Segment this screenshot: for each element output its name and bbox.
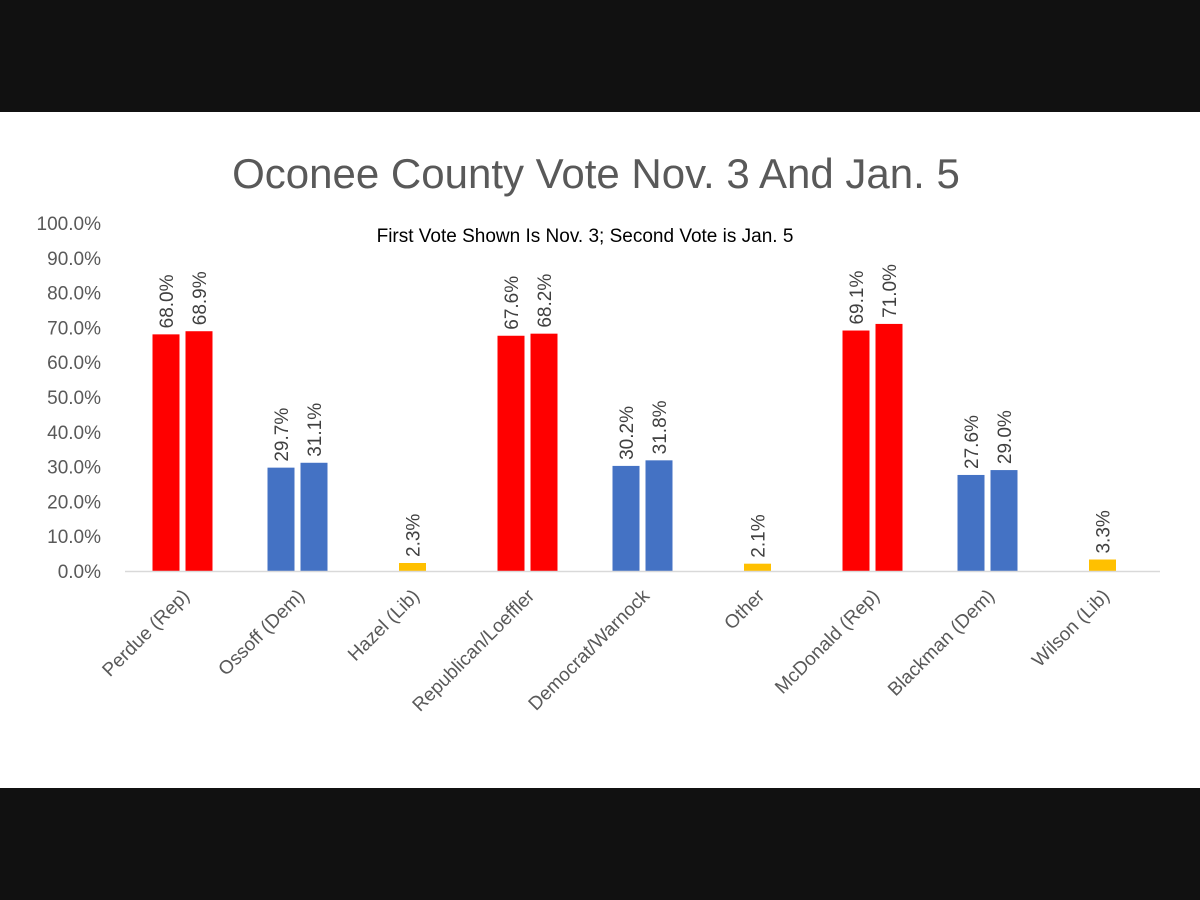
y-tick-label: 20.0% [47, 492, 101, 513]
data-label: 3.3% [1094, 510, 1115, 553]
category-label: Republican/Loeffler [409, 585, 540, 716]
data-label: 29.0% [995, 410, 1016, 464]
bar-nov3-4 [497, 335, 525, 571]
bar-jan5-2 [300, 462, 328, 571]
bar-jan5-1 [185, 331, 213, 571]
y-tick-label: 70.0% [47, 318, 101, 339]
category-label: Wilson (Lib) [1028, 586, 1114, 672]
y-tick-label: 10.0% [47, 527, 101, 548]
bar-nov3-2 [267, 467, 295, 571]
y-tick-label: 80.0% [47, 284, 101, 305]
category-label: McDonald (Rep) [771, 586, 884, 699]
y-tick-label: 40.0% [47, 423, 101, 444]
data-label: 71.0% [880, 264, 901, 318]
y-tick-label: 90.0% [47, 249, 101, 270]
bar-nov3-9 [1089, 559, 1116, 571]
category-label: Perdue (Rep) [99, 586, 195, 682]
data-label: 2.1% [749, 514, 770, 557]
y-tick-label: 60.0% [47, 353, 101, 374]
bar-nov3-5 [612, 465, 640, 571]
data-label: 29.7% [272, 408, 293, 462]
y-axis: 0.0% 10.0% 20.0% 30.0% 40.0% 50.0% 60.0% 70.0% 8… [37, 214, 102, 583]
bar-nov3-7 [842, 330, 870, 571]
category-label: Ossoff (Dem) [215, 586, 309, 680]
chart-title: Oconee County Vote Nov. 3 And Jan. 5 [232, 150, 960, 197]
data-label: 68.9% [190, 271, 211, 325]
data-labels: 68.0% 68.9% 29.7% 31.1% 2.3% 67.6% 68.2% 30.2% 3… [157, 264, 1115, 558]
data-label: 69.1% [847, 271, 868, 325]
data-label: 30.2% [617, 406, 638, 460]
data-label: 31.8% [650, 400, 671, 454]
bar-nov3-6 [744, 563, 771, 571]
bar-nov3-1 [152, 334, 180, 571]
chart-subtitle: First Vote Shown Is Nov. 3; Second Vote … [377, 226, 794, 247]
y-tick-label: 0.0% [58, 562, 101, 583]
bar-jan5-8 [990, 470, 1018, 571]
letterbox-bottom [0, 788, 1200, 900]
letterbox-top [0, 0, 1200, 112]
category-label: Democrat/Warnock [525, 585, 655, 715]
category-label: Blackman (Dem) [884, 586, 999, 701]
data-label: 2.3% [404, 514, 425, 557]
bar-jan5-5 [645, 460, 673, 571]
bar-chart: Oconee County Vote Nov. 3 And Jan. 5 Fir… [37, 150, 1160, 716]
bars [152, 323, 1116, 571]
bar-nov3-3 [399, 562, 426, 571]
bar-jan5-4 [530, 333, 558, 571]
data-label: 68.0% [157, 274, 178, 328]
data-label: 67.6% [502, 276, 523, 330]
y-tick-label: 50.0% [47, 388, 101, 409]
category-label: Other [721, 585, 770, 634]
x-axis: Perdue (Rep) Ossoff (Dem) Hazel (Lib)Repub… [99, 570, 1160, 716]
y-tick-label: 100.0% [37, 214, 102, 235]
data-label: 68.2% [535, 274, 556, 328]
data-label: 31.1% [305, 403, 326, 457]
data-label: 27.6% [962, 415, 983, 469]
chart-panel: Oconee County Vote Nov. 3 And Jan. 5 Fir… [0, 112, 1200, 788]
bar-nov3-8 [957, 474, 985, 571]
y-tick-label: 30.0% [47, 458, 101, 479]
category-label: Hazel (Lib) [344, 586, 424, 666]
bar-jan5-7 [875, 323, 903, 571]
